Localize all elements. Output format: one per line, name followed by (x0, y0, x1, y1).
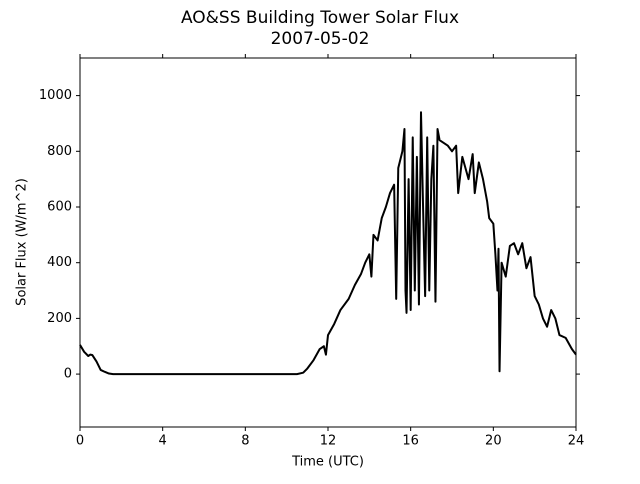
y-tick-label: 200 (47, 311, 72, 326)
y-tick-label: 600 (47, 199, 72, 214)
y-tick-label: 800 (47, 144, 72, 159)
x-tick-label: 8 (241, 434, 249, 449)
y-axis-label: Solar Flux (W/m^2) (15, 178, 30, 306)
plot-frame (79, 57, 577, 428)
x-tick-label: 12 (320, 434, 337, 449)
chart-title: AO&SS Building Tower Solar Flux (181, 8, 459, 28)
y-tick-label: 400 (47, 255, 72, 270)
y-tick-label: 0 (64, 367, 72, 382)
x-tick-label: 4 (159, 434, 167, 449)
x-tick-label: 20 (485, 434, 502, 449)
x-tick-label: 0 (76, 434, 84, 449)
x-axis-label: Time (UTC) (291, 455, 364, 470)
x-tick-label: 24 (568, 434, 585, 449)
data-line (79, 111, 577, 376)
y-tick-label: 1000 (39, 88, 72, 103)
x-tick-label: 16 (402, 434, 419, 449)
chart-subtitle: 2007-05-02 (271, 29, 370, 49)
